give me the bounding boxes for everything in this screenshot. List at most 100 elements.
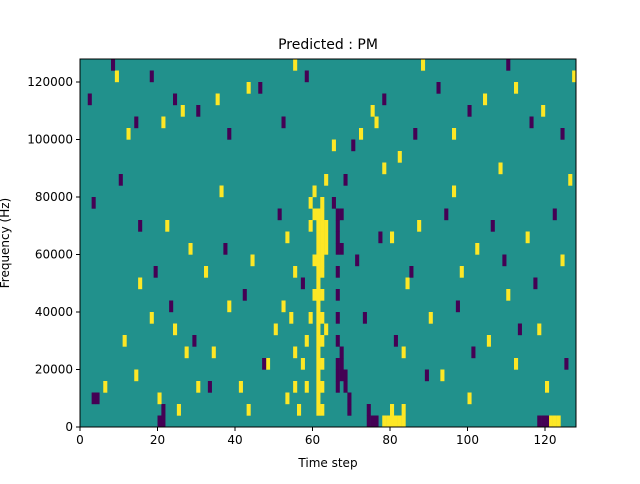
heatmap-cell xyxy=(533,277,538,290)
heatmap-cell xyxy=(165,220,170,232)
heatmap-cell xyxy=(339,346,344,359)
heatmap-cell xyxy=(157,392,162,405)
heatmap-cell xyxy=(196,105,201,117)
heatmap-cell xyxy=(293,59,298,71)
heatmap-cell xyxy=(467,392,472,405)
heatmap-cell xyxy=(304,335,309,347)
heatmap-cell xyxy=(258,82,263,94)
x-axis-label: Time step xyxy=(297,456,357,470)
heatmap-cell xyxy=(316,277,321,290)
heatmap-cell xyxy=(514,358,519,370)
heatmap-cell xyxy=(541,105,546,117)
heatmap-cell xyxy=(382,93,387,106)
heatmap-cell xyxy=(149,312,154,324)
heatmap-cell xyxy=(149,70,154,83)
heatmap-cell xyxy=(436,82,441,94)
heatmap-cell xyxy=(537,323,542,336)
heatmap-cell xyxy=(204,266,209,278)
heatmap-cell xyxy=(316,243,321,255)
x-tick-label: 120 xyxy=(534,433,557,447)
heatmap-cell xyxy=(285,392,290,405)
heatmap-cell xyxy=(312,185,317,198)
heatmap-cell xyxy=(316,346,321,359)
heatmap-cell xyxy=(541,415,546,428)
x-tick-label: 60 xyxy=(305,433,320,447)
heatmap-cell xyxy=(184,346,189,359)
heatmap-cell xyxy=(161,116,166,129)
heatmap-cell xyxy=(273,323,278,336)
heatmap-cell xyxy=(138,277,143,290)
heatmap-cell xyxy=(87,93,92,106)
heatmap-cell xyxy=(405,277,410,290)
heatmap-cell xyxy=(324,174,329,186)
heatmap-cell xyxy=(180,105,185,117)
heatmap-cell xyxy=(118,174,123,186)
heatmap-cell xyxy=(308,312,313,324)
heatmap-cell xyxy=(502,254,507,267)
x-axis: 0 20 40 60 80 100 120 xyxy=(76,427,556,447)
heatmap-cell xyxy=(277,208,282,221)
heatmap-cell xyxy=(134,369,139,382)
heatmap-cell xyxy=(320,220,325,232)
heatmap-cell xyxy=(335,231,340,244)
heatmap-cell xyxy=(293,266,298,278)
heatmap-cell xyxy=(246,82,251,94)
heatmap-cell xyxy=(401,415,406,428)
heatmap-cell xyxy=(390,404,395,416)
plot-frame xyxy=(79,58,577,428)
heatmap-cell xyxy=(246,404,251,416)
y-tick-label: 0 xyxy=(65,420,73,434)
heatmap-cell xyxy=(320,381,325,393)
heatmap-cell xyxy=(335,369,340,382)
heatmap-cell xyxy=(552,415,557,428)
heatmap-cell xyxy=(300,277,305,290)
heatmap-cell xyxy=(421,59,426,71)
heatmap-cell xyxy=(211,346,216,359)
heatmap-cell xyxy=(111,59,116,71)
heatmap-cell xyxy=(316,254,321,267)
heatmap-cell xyxy=(560,128,565,140)
y-tick-label: 20000 xyxy=(35,363,73,377)
heatmap-cell xyxy=(320,358,325,370)
heatmap-cell xyxy=(316,300,321,313)
plot-area xyxy=(79,58,577,428)
heatmap-cell xyxy=(568,174,573,186)
heatmap-cell xyxy=(316,231,321,244)
heatmap-cell xyxy=(316,358,321,370)
heatmap-cell xyxy=(316,369,321,382)
heatmap-cell xyxy=(297,404,302,416)
heatmap-cell xyxy=(331,139,336,152)
heatmap-cell xyxy=(122,335,127,347)
heatmap-cell xyxy=(514,82,519,94)
heatmap-cell xyxy=(266,358,271,370)
heatmap-cell xyxy=(537,415,542,428)
heatmap-cell xyxy=(335,220,340,232)
heatmap-cell xyxy=(316,312,321,324)
heatmap-cell xyxy=(351,139,356,152)
heatmap-cell xyxy=(308,220,313,232)
heatmap-cell xyxy=(343,174,348,186)
heatmap-cell xyxy=(169,300,174,313)
heatmap-cell xyxy=(483,93,488,106)
heatmap-cell xyxy=(95,392,100,405)
x-tick-label: 100 xyxy=(456,433,479,447)
heatmap-cell xyxy=(475,243,480,255)
heatmap-cell xyxy=(293,381,298,393)
heatmap-cell xyxy=(316,289,321,301)
heatmap-cell xyxy=(347,392,352,405)
heatmap-cell xyxy=(192,335,197,347)
y-tick-label: 120000 xyxy=(27,75,73,89)
heatmap-cell xyxy=(556,415,561,428)
x-tick-label: 40 xyxy=(227,433,242,447)
heatmap-cell xyxy=(312,254,317,267)
x-tick-label: 80 xyxy=(382,433,397,447)
heatmap-cell xyxy=(304,70,309,83)
y-tick-label: 100000 xyxy=(27,133,73,147)
heatmap-cell xyxy=(316,208,321,221)
heatmap-cell xyxy=(138,220,143,232)
heatmap-cell xyxy=(417,220,422,232)
heatmap-cell xyxy=(320,312,325,324)
heatmap-cell xyxy=(134,116,139,129)
heatmap-cell xyxy=(324,243,329,255)
heatmap-cell xyxy=(219,185,224,198)
